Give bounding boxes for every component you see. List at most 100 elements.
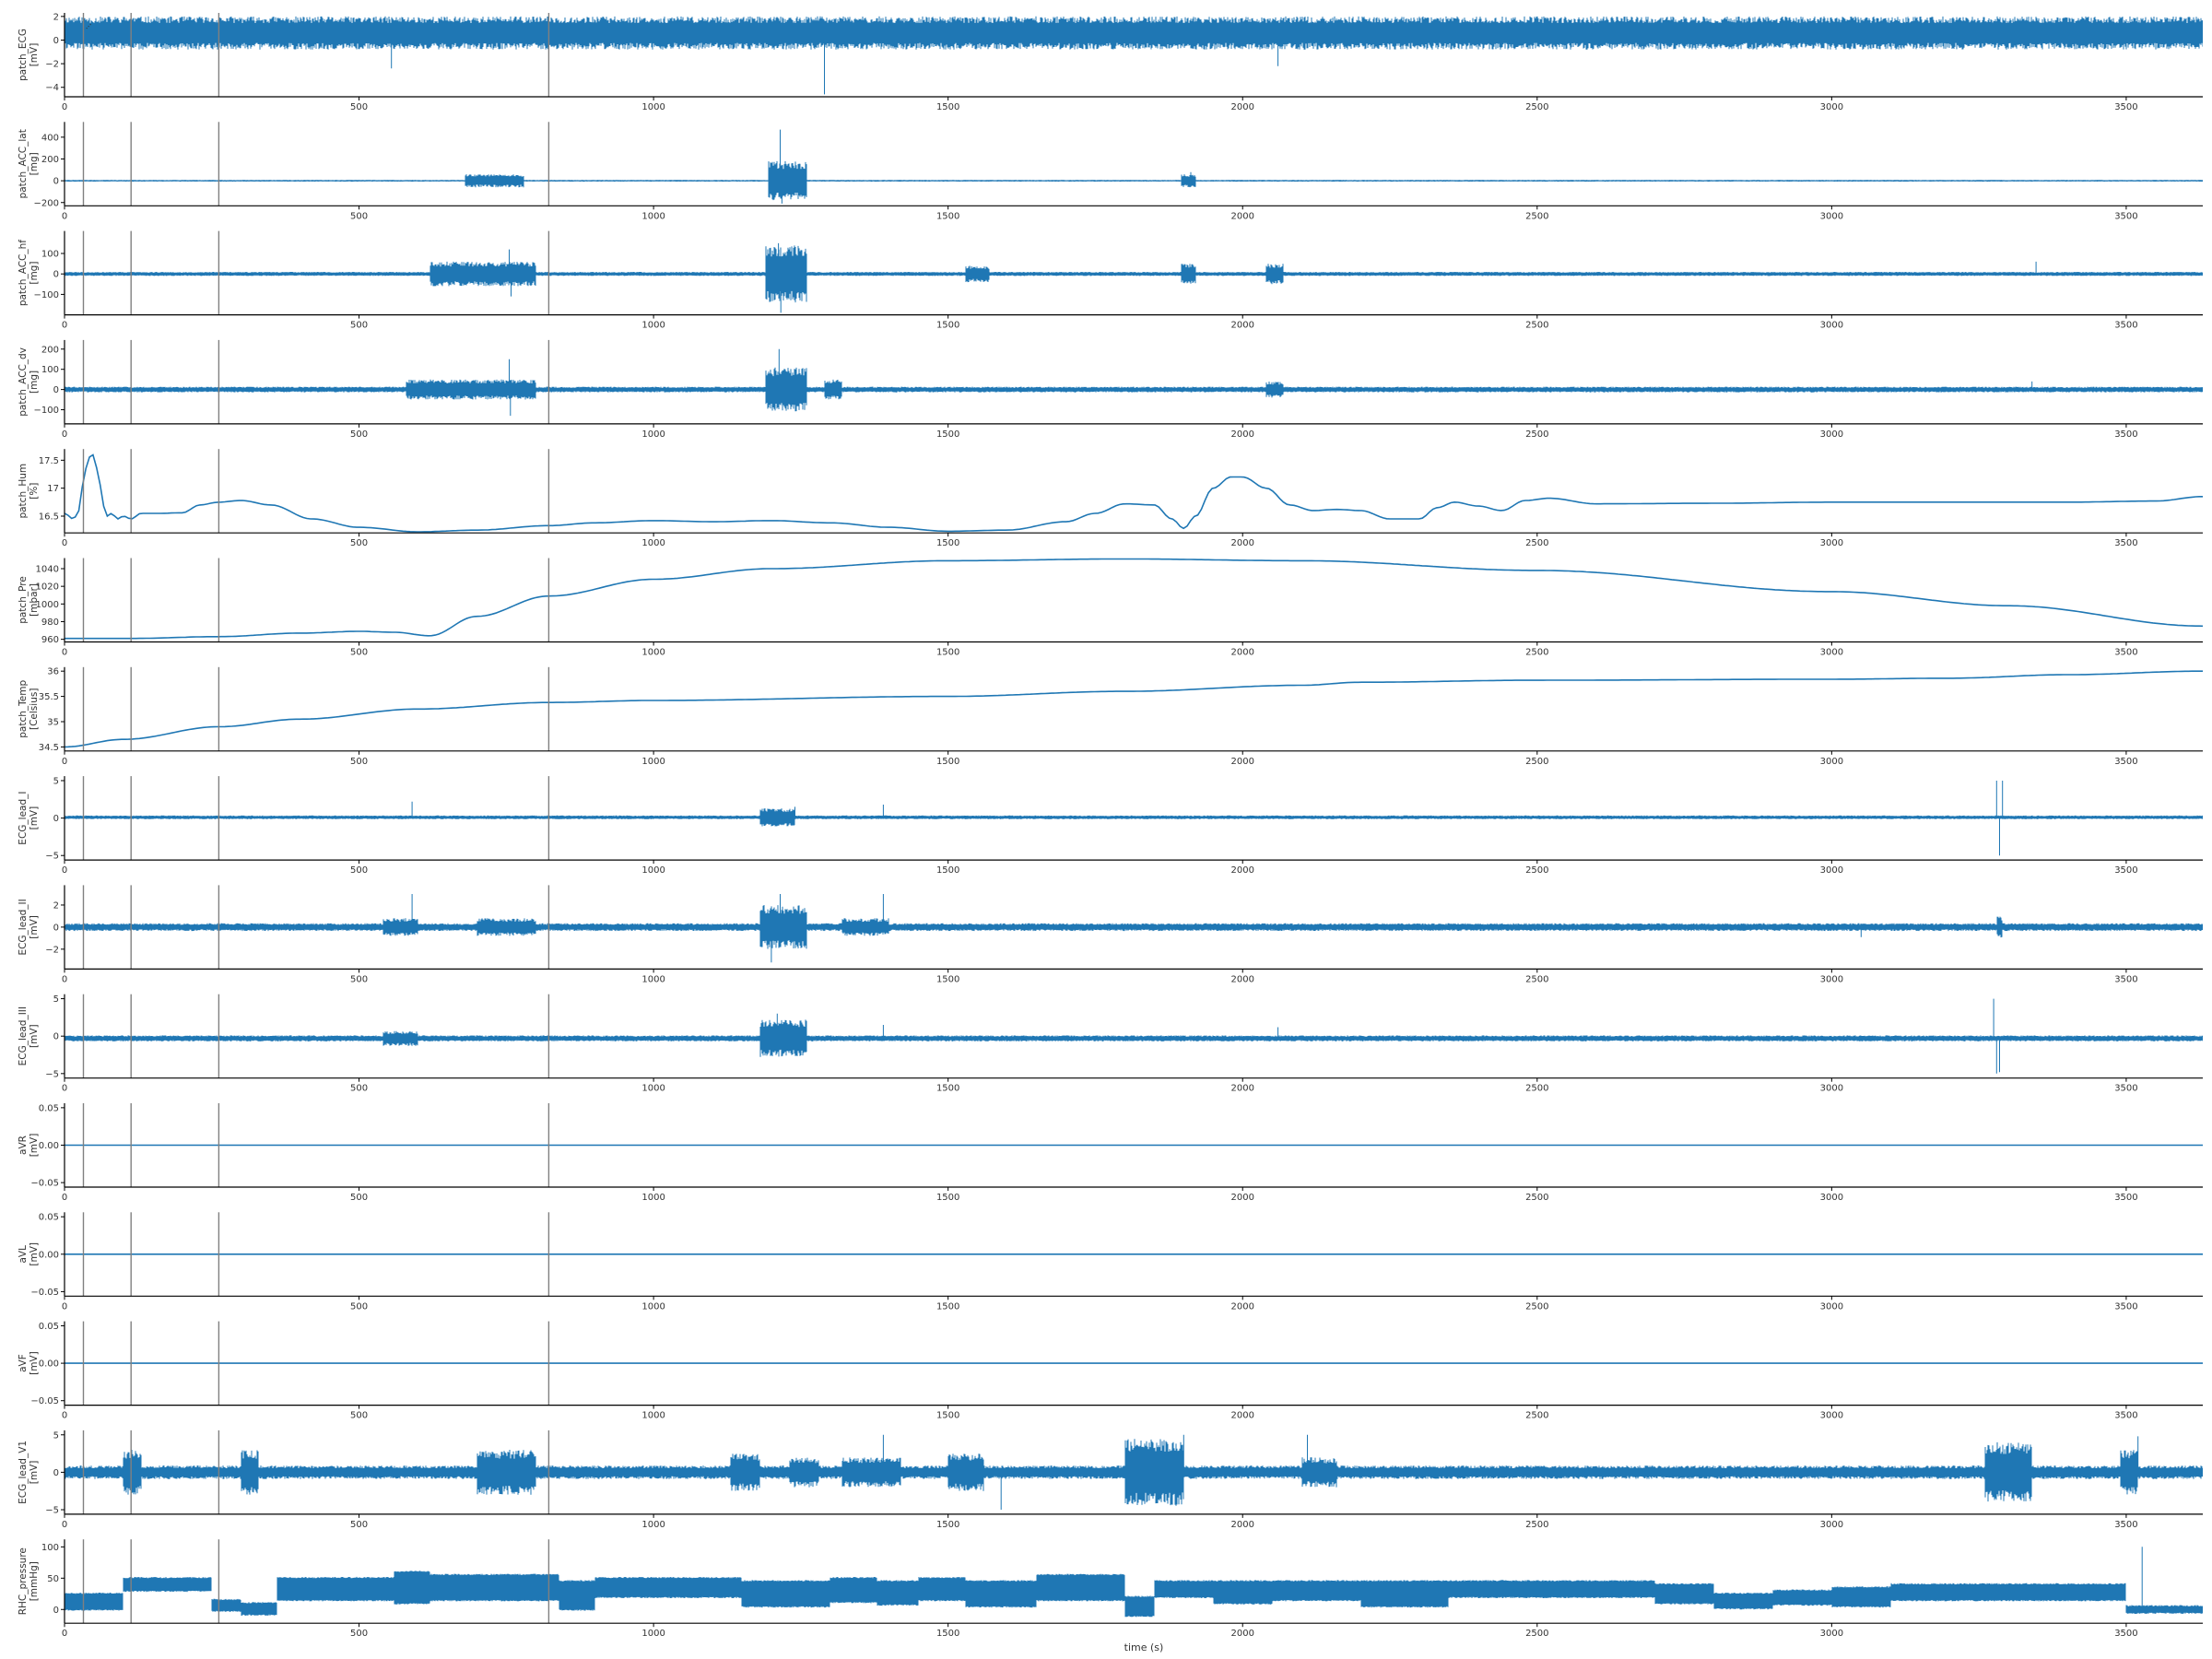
x-tick-label: 2500 bbox=[1525, 429, 1548, 440]
y-tick-label: −100 bbox=[34, 406, 59, 416]
x-tick-label: 1000 bbox=[641, 211, 665, 221]
x-tick-label: 2000 bbox=[1231, 211, 1254, 221]
y-tick-label: −4 bbox=[45, 83, 59, 93]
y-tick-label: 0 bbox=[53, 1468, 59, 1478]
y-axis-label-line: aVR bbox=[18, 1135, 29, 1155]
x-tick-label: 1500 bbox=[936, 538, 959, 548]
x-tick-label: 2500 bbox=[1525, 1084, 1548, 1094]
y-axis-label-line: [mg] bbox=[29, 152, 40, 175]
x-tick-label: 1500 bbox=[936, 1301, 959, 1312]
x-tick-label: 3000 bbox=[1820, 102, 1843, 112]
y-axis-label-line: patch_ACC_lat bbox=[18, 129, 29, 198]
x-tick-label: 2500 bbox=[1525, 865, 1548, 876]
x-tick-label: 3000 bbox=[1820, 648, 1843, 658]
y-tick-label: 0 bbox=[53, 814, 59, 824]
x-tick-label: 3500 bbox=[2114, 321, 2137, 331]
x-tick-label: 500 bbox=[350, 211, 368, 221]
panel-aVR: −0.05 0.00 0.05 0 500 1000 1500 2000 2500 3000 350… bbox=[18, 1103, 2203, 1203]
series-line-ECG_lead_V1 bbox=[65, 1434, 2203, 1510]
x-tick-label: 2500 bbox=[1525, 1411, 1548, 1421]
panel-aVL: −0.05 0.00 0.05 0 500 1000 1500 2000 2500 3000 350… bbox=[18, 1212, 2203, 1312]
y-axis-label-line: [mg] bbox=[29, 371, 40, 394]
x-tick-label: 1500 bbox=[936, 1193, 959, 1203]
x-tick-label: 1000 bbox=[641, 1084, 665, 1094]
x-tick-label: 1500 bbox=[936, 429, 959, 440]
x-tick-label: 1500 bbox=[936, 1084, 959, 1094]
x-tick-label: 1000 bbox=[641, 648, 665, 658]
x-tick-label: 0 bbox=[62, 102, 67, 112]
x-tick-label: 0 bbox=[62, 1084, 67, 1094]
y-tick-label: 0.05 bbox=[39, 1322, 59, 1332]
y-axis-label-line: patch_ACC_dv bbox=[18, 347, 29, 417]
x-tick-label: 1000 bbox=[641, 321, 665, 331]
x-tick-label: 3500 bbox=[2114, 1193, 2137, 1203]
y-axis-label-line: patch_Hum bbox=[18, 464, 29, 519]
y-axis-label-line: patch_ACC_hf bbox=[18, 240, 29, 306]
panel-aVF: −0.05 0.00 0.05 0 500 1000 1500 2000 2500 3000 350… bbox=[18, 1321, 2203, 1421]
y-axis-label: patch_ACC_lat[mg] bbox=[18, 129, 40, 198]
x-tick-label: 0 bbox=[62, 429, 67, 440]
y-tick-label: 0.00 bbox=[39, 1250, 59, 1260]
y-tick-label: 16.5 bbox=[39, 512, 59, 523]
x-tick-label: 2000 bbox=[1231, 429, 1254, 440]
x-tick-label: 0 bbox=[62, 648, 67, 658]
y-tick-label: 34.5 bbox=[39, 743, 59, 753]
x-tick-label: 3500 bbox=[2114, 1411, 2137, 1421]
y-tick-label: −200 bbox=[34, 198, 59, 208]
y-axis-label: ECG_lead_I[mV] bbox=[18, 792, 40, 845]
x-tick-label: 0 bbox=[62, 1193, 67, 1203]
x-tick-label: 3500 bbox=[2114, 1629, 2137, 1639]
x-tick-label: 2000 bbox=[1231, 974, 1254, 984]
x-tick-label: 3500 bbox=[2114, 211, 2137, 221]
x-tick-label: 1000 bbox=[641, 538, 665, 548]
y-tick-label: 35.5 bbox=[39, 692, 59, 702]
x-tick-label: 2500 bbox=[1525, 1301, 1548, 1312]
y-tick-label: 960 bbox=[41, 635, 59, 645]
y-axis-label-line: [mV] bbox=[29, 1351, 40, 1375]
x-tick-label: 2500 bbox=[1525, 648, 1548, 658]
x-tick-label: 3000 bbox=[1820, 974, 1843, 984]
x-tick-label: 1000 bbox=[641, 1193, 665, 1203]
y-tick-label: 2 bbox=[53, 12, 59, 22]
x-tick-label: 0 bbox=[62, 1629, 67, 1639]
y-tick-label: 0.00 bbox=[39, 1359, 59, 1370]
y-tick-label: 1000 bbox=[36, 600, 59, 610]
x-tick-label: 2000 bbox=[1231, 538, 1254, 548]
x-tick-label: 2500 bbox=[1525, 757, 1548, 767]
x-tick-label: 1000 bbox=[641, 102, 665, 112]
y-tick-label: −0.05 bbox=[30, 1288, 59, 1298]
x-tick-label: 1500 bbox=[936, 974, 959, 984]
series-line-patch_ACC_dv bbox=[65, 348, 2203, 417]
y-tick-label: −5 bbox=[45, 1506, 59, 1516]
y-tick-label: 17.5 bbox=[39, 456, 59, 466]
y-axis-label-line: RHC_pressure bbox=[18, 1547, 29, 1615]
y-tick-label: −5 bbox=[45, 852, 59, 862]
y-axis-label: patch_Pre[mbar] bbox=[18, 576, 40, 624]
x-tick-label: 2000 bbox=[1231, 865, 1254, 876]
x-tick-label: 2000 bbox=[1231, 1193, 1254, 1203]
x-tick-label: 500 bbox=[350, 102, 368, 112]
x-tick-label: 3500 bbox=[2114, 429, 2137, 440]
x-tick-label: 2000 bbox=[1231, 1520, 1254, 1530]
x-tick-label: 2000 bbox=[1231, 648, 1254, 658]
y-tick-label: 100 bbox=[41, 1543, 59, 1553]
panel-ECG_lead_II: −2 0 2 0 500 1000 1500 2000 2500 3000 3500 ECG_lead… bbox=[18, 885, 2203, 984]
x-tick-label: 3500 bbox=[2114, 1520, 2137, 1530]
y-axis-label-line: aVL bbox=[18, 1245, 29, 1264]
y-axis-label: ECG_lead_V1[mV] bbox=[18, 1441, 40, 1504]
y-tick-label: 2 bbox=[53, 900, 59, 911]
x-tick-label: 1000 bbox=[641, 429, 665, 440]
y-axis-label-line: ECG_lead_V1 bbox=[18, 1441, 29, 1504]
x-tick-label: 500 bbox=[350, 1629, 368, 1639]
x-tick-label: 2500 bbox=[1525, 102, 1548, 112]
x-tick-label: 1500 bbox=[936, 211, 959, 221]
x-tick-label: 500 bbox=[350, 1520, 368, 1530]
y-axis-label-line: ECG_lead_II bbox=[18, 899, 29, 955]
panel-patch_Pre: 960 980 1000 1020 1040 0 500 1000 1500 2000 2500 30… bbox=[18, 558, 2203, 658]
x-tick-label: 3000 bbox=[1820, 429, 1843, 440]
x-tick-label: 1000 bbox=[641, 865, 665, 876]
